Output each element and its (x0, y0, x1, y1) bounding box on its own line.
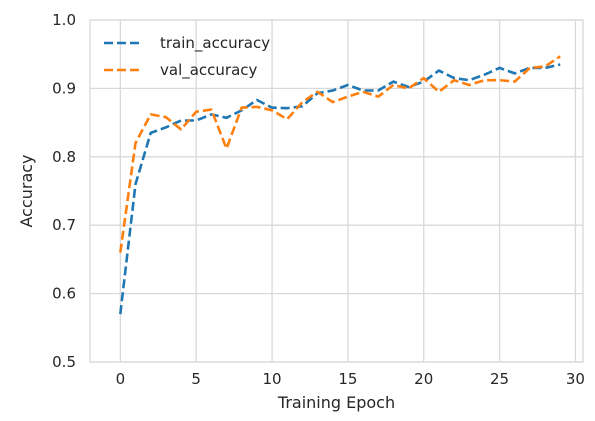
legend: train_accuracy val_accuracy (104, 34, 270, 80)
x-tick-label: 30 (566, 370, 585, 388)
x-tick-label: 25 (490, 370, 509, 388)
series-lines (119, 55, 561, 315)
legend-label-val-accuracy: val_accuracy (160, 61, 258, 80)
x-tick-label: 5 (191, 370, 201, 388)
y-tick-label: 0.6 (52, 285, 76, 303)
series-line-train-accuracy (119, 63, 561, 315)
y-tick-label: 0.9 (52, 79, 76, 97)
y-axis-label: Accuracy (17, 154, 36, 227)
x-axis-label: Training Epoch (277, 393, 395, 412)
y-tick-label: 0.5 (52, 353, 76, 371)
legend-label-train-accuracy: train_accuracy (160, 34, 270, 53)
plot-border (89, 19, 584, 363)
series-line-val-accuracy (119, 55, 561, 253)
x-tick-label: 10 (262, 370, 281, 388)
x-tick-label: 15 (338, 370, 357, 388)
plot-frame (89, 19, 584, 363)
x-tick-label: 0 (116, 370, 126, 388)
y-axis-ticks: 0.5 0.6 0.7 0.8 0.9 1.0 (52, 11, 76, 371)
x-tick-label: 20 (414, 370, 433, 388)
y-tick-label: 1.0 (52, 11, 76, 29)
x-axis-ticks: 0 5 10 15 20 25 30 (116, 370, 585, 388)
y-tick-label: 0.8 (52, 148, 76, 166)
y-tick-label: 0.7 (52, 216, 76, 234)
